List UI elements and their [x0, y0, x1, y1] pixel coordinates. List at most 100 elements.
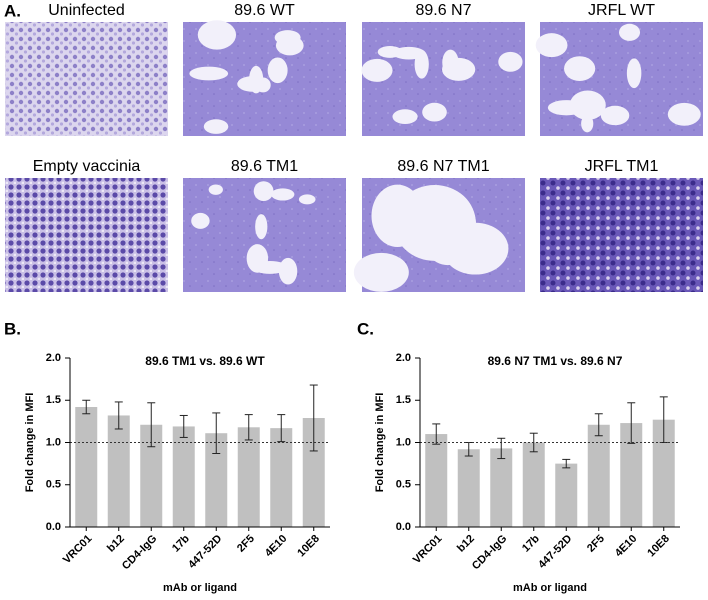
- bar: [75, 407, 98, 527]
- panel-label: C.: [357, 319, 374, 338]
- y-tick-label: 1.5: [396, 394, 411, 406]
- micrograph: [5, 178, 168, 292]
- hole: [189, 66, 229, 81]
- micrograph: [540, 178, 703, 292]
- y-tick-label: 1.5: [46, 394, 61, 406]
- hole: [442, 57, 476, 81]
- hole: [197, 20, 237, 50]
- hole: [667, 102, 701, 126]
- micrograph: [5, 22, 168, 136]
- chart-title: 89.6 N7 TM1 vs. 89.6 N7: [488, 354, 623, 368]
- hole: [547, 100, 585, 116]
- x-tick-label: 4E10: [613, 533, 640, 560]
- image-label: Empty vaccinia: [33, 158, 141, 175]
- panel-label: A.: [4, 1, 21, 20]
- hole: [191, 212, 210, 229]
- hole: [618, 23, 641, 41]
- image: [5, 178, 168, 292]
- y-tick-label: 0.0: [396, 521, 411, 533]
- bar: [652, 419, 675, 527]
- hole: [392, 46, 426, 60]
- micrograph: [183, 178, 346, 292]
- y-tick-label: 0.5: [396, 479, 411, 491]
- x-tick-label: 2F5: [585, 533, 607, 555]
- x-tick-label: CD4-IgG: [120, 533, 160, 573]
- hole: [246, 244, 269, 273]
- x-tick-label: 447-52D: [536, 533, 574, 571]
- image-label: 89.6 N7: [415, 2, 471, 19]
- hole: [361, 58, 393, 82]
- hole: [267, 57, 288, 84]
- hole: [253, 181, 274, 201]
- bar: [107, 415, 130, 527]
- error-bar: [277, 414, 286, 443]
- y-tick-label: 1.0: [396, 436, 411, 448]
- chart-title: 89.6 TM1 vs. 89.6 WT: [145, 354, 265, 368]
- hole: [626, 58, 642, 89]
- error-bar: [244, 414, 253, 441]
- x-tick-label: 10E8: [645, 533, 672, 560]
- bar: [172, 426, 195, 527]
- micrograph: [353, 178, 525, 292]
- error-bar: [562, 458, 571, 469]
- hole: [271, 188, 295, 201]
- x-tick-label: 4E10: [263, 533, 290, 560]
- y-axis-label: Fold change in MFI: [24, 393, 36, 493]
- x-tick-label: 17b: [520, 533, 542, 555]
- x-axis-label: mAb or ligand: [513, 582, 587, 594]
- image: [540, 178, 703, 292]
- x-axis-label: mAb or ligand: [163, 582, 237, 594]
- y-tick-label: 0.0: [46, 521, 61, 533]
- image-label: JRFL TM1: [585, 158, 659, 175]
- x-tick-label: VRC01: [411, 533, 445, 567]
- hole: [208, 184, 223, 195]
- y-tick-label: 0.5: [46, 479, 61, 491]
- x-tick-label: 447-52D: [186, 533, 224, 571]
- bar: [425, 434, 448, 527]
- hole: [203, 119, 229, 134]
- bar: [522, 442, 545, 527]
- image-label: 89.6 WT: [234, 2, 295, 19]
- y-axis-label: Fold change in MFI: [374, 393, 386, 493]
- bar: [490, 448, 513, 527]
- image-label: 89.6 N7 TM1: [397, 158, 489, 175]
- error-bar: [497, 437, 506, 460]
- image-label: Uninfected: [48, 2, 125, 19]
- image-label: 89.6 TM1: [231, 158, 298, 175]
- y-tick-label: 1.0: [46, 436, 61, 448]
- error-bar: [432, 423, 441, 445]
- error-bar: [309, 384, 318, 452]
- error-bar: [627, 402, 636, 444]
- hole: [255, 214, 268, 240]
- hole: [600, 105, 630, 126]
- hole: [422, 102, 447, 122]
- y-tick-label: 2.0: [46, 352, 61, 364]
- error-bar: [212, 412, 221, 454]
- error-bar: [82, 399, 91, 415]
- micrograph: [535, 22, 703, 136]
- bar: [457, 449, 480, 527]
- hole: [298, 194, 316, 205]
- hole: [237, 76, 269, 92]
- hole: [498, 51, 523, 72]
- error-bar: [114, 401, 123, 430]
- x-tick-label: b12: [455, 533, 477, 555]
- error-bar: [179, 414, 188, 438]
- bar: [620, 423, 643, 527]
- hole: [564, 56, 596, 81]
- error-bar: [594, 413, 603, 437]
- x-tick-label: 2F5: [235, 533, 257, 555]
- hole: [275, 35, 304, 56]
- hole: [392, 109, 418, 125]
- bar: [270, 428, 293, 527]
- hole: [353, 252, 409, 292]
- hole: [419, 189, 477, 266]
- x-tick-label: 17b: [170, 533, 192, 555]
- bar: [205, 433, 228, 527]
- hole: [535, 33, 568, 58]
- image-label: JRFL WT: [588, 2, 655, 19]
- bar: [587, 424, 610, 527]
- x-tick-label: 10E8: [295, 533, 322, 560]
- x-tick-label: VRC01: [61, 533, 95, 567]
